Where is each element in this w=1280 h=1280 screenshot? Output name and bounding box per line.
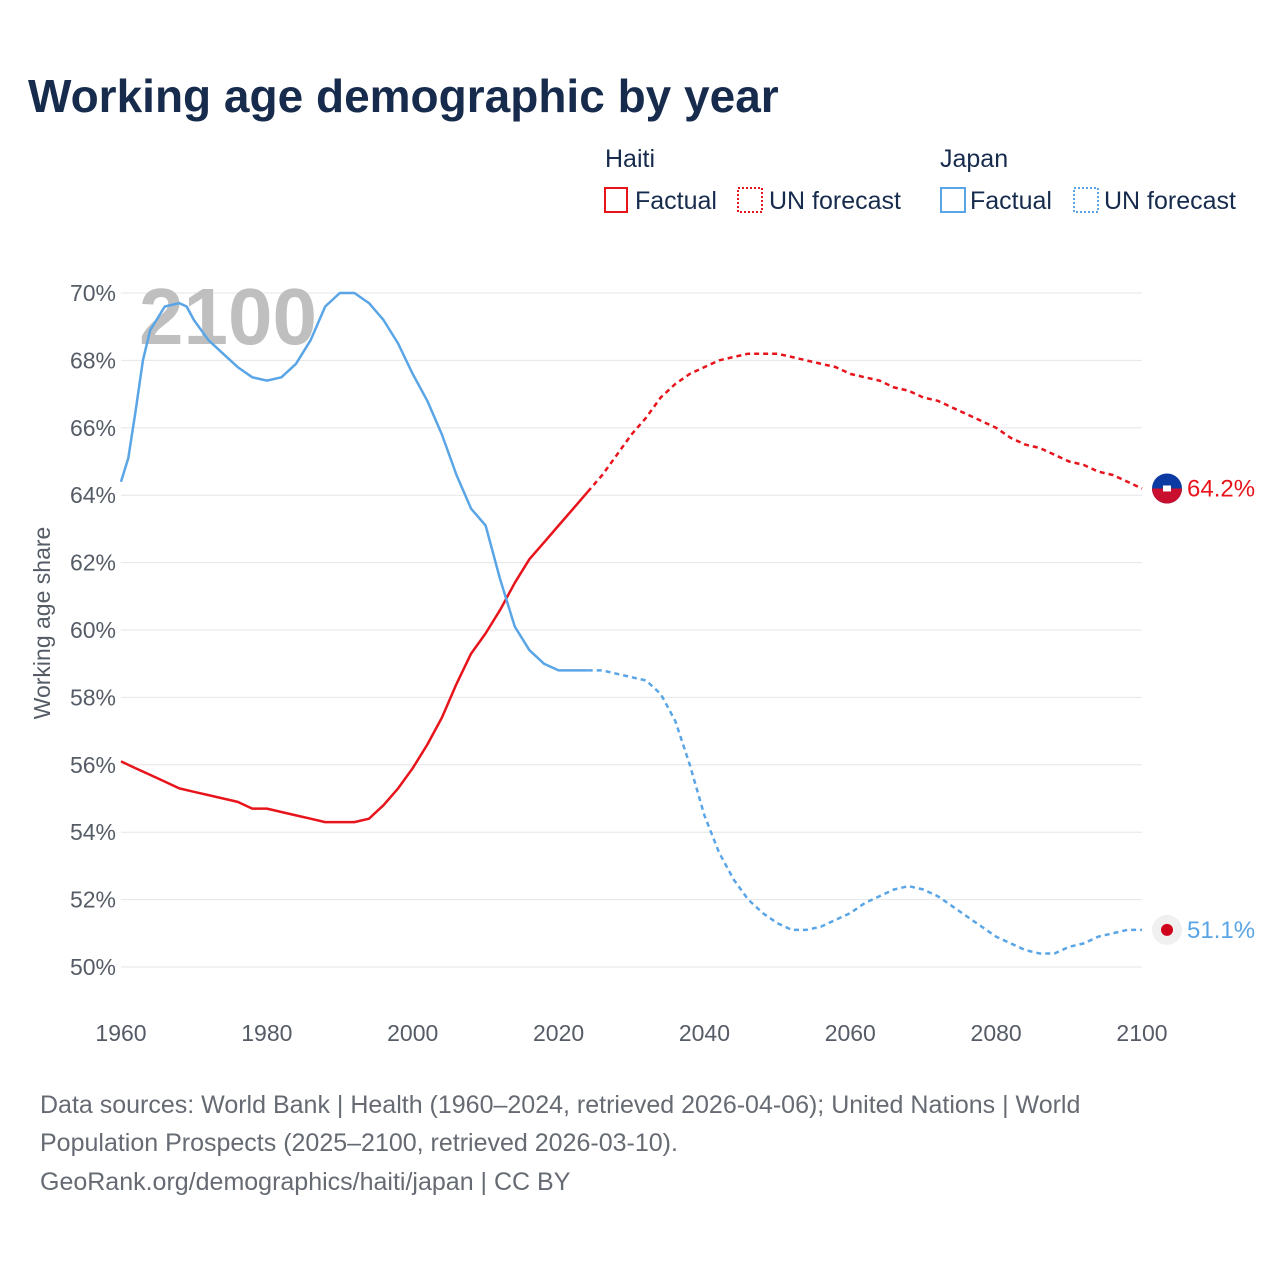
y-axis-label: Working age share xyxy=(29,527,55,720)
legend-label-japan-factual: Factual xyxy=(970,187,1052,215)
year-watermark: 2100 xyxy=(139,272,317,361)
y-tick-label-52: 52% xyxy=(70,887,116,913)
source-line-2: Population Prospects (2025–2100, retriev… xyxy=(40,1129,678,1157)
y-tick-label-70: 70% xyxy=(70,280,116,306)
end-label-japan: 51.1% xyxy=(1187,917,1255,944)
legend-swatch-haiti-factual xyxy=(604,187,628,213)
x-tick-label-1980: 1980 xyxy=(241,1020,292,1046)
legend-swatch-japan-forecast xyxy=(1073,187,1099,213)
source-notes: Data sources: World Bank | Health (1960–… xyxy=(40,1091,1080,1196)
legend-group-japan: Japan xyxy=(940,145,1008,173)
legend-swatch-haiti-forecast xyxy=(737,187,763,213)
x-tick-label-1960: 1960 xyxy=(95,1020,146,1046)
series-line-japan-forecast xyxy=(587,669,1142,955)
series-line-japan-factual xyxy=(119,291,588,672)
x-tick-label-2060: 2060 xyxy=(825,1020,876,1046)
y-tick-label-50: 50% xyxy=(70,954,116,980)
y-tick-label-58: 58% xyxy=(70,684,116,710)
x-tick-label-2100: 2100 xyxy=(1116,1020,1167,1046)
x-tick-label-2080: 2080 xyxy=(971,1020,1022,1046)
japan-flag-sun xyxy=(1161,923,1173,936)
chart-title: Working age demographic by year xyxy=(28,70,779,122)
y-tick-label-56: 56% xyxy=(70,752,116,778)
x-tick-label-2000: 2000 xyxy=(387,1020,438,1046)
y-tick-label-68: 68% xyxy=(70,347,116,373)
legend: Haiti Factual UN forecast Japan Factual … xyxy=(604,145,1236,215)
x-tick-label-2020: 2020 xyxy=(533,1020,584,1046)
legend-swatch-japan-factual xyxy=(940,187,966,213)
series-line-haiti-forecast xyxy=(586,352,1143,493)
gridlines xyxy=(121,292,1142,968)
haiti-flag-lower-half xyxy=(1152,488,1182,504)
source-line-1: Data sources: World Bank | Health (1960–… xyxy=(40,1091,1080,1119)
legend-label-haiti-factual: Factual xyxy=(635,187,717,215)
y-tick-label-60: 60% xyxy=(70,617,116,643)
legend-group-haiti: Haiti xyxy=(605,145,655,173)
y-tick-label-54: 54% xyxy=(70,819,116,845)
end-markers: 64.2% 51.1% xyxy=(1152,473,1255,945)
source-line-3: GeoRank.org/demographics/haiti/japan | C… xyxy=(40,1168,571,1196)
haiti-flag-emblem xyxy=(1163,485,1171,492)
series-line-haiti-factual xyxy=(120,490,589,824)
legend-label-haiti-forecast: UN forecast xyxy=(769,187,901,215)
x-axis-ticks: 1960 1980 2000 2020 2040 2060 2080 2100 xyxy=(95,1020,1167,1046)
legend-label-japan-forecast: UN forecast xyxy=(1104,187,1236,215)
y-tick-label-66: 66% xyxy=(70,415,116,441)
y-axis-ticks: 50% 52% 54% 56% 58% 60% 62% 64% 66% 68% 70% xyxy=(70,280,116,980)
series-lines xyxy=(119,291,1143,955)
y-tick-label-62: 62% xyxy=(70,550,116,576)
x-tick-label-2040: 2040 xyxy=(679,1020,730,1046)
y-tick-label-64: 64% xyxy=(70,482,116,508)
end-label-haiti: 64.2% xyxy=(1187,475,1255,502)
